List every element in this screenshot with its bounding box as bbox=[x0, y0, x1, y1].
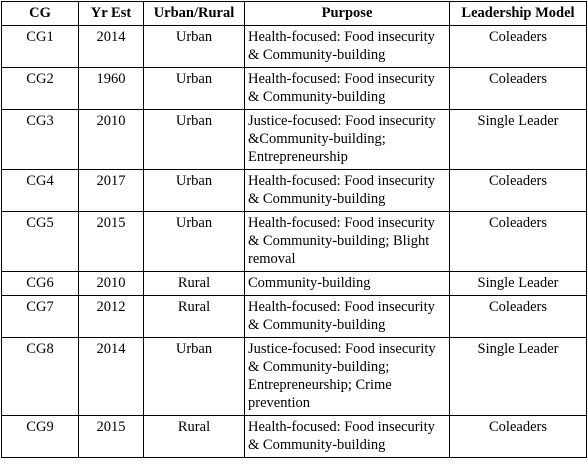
table-cell: 2012 bbox=[78, 295, 144, 338]
table-cell: Justice-focused: Food insecurity &Commun… bbox=[244, 109, 450, 170]
table-cell: 1960 bbox=[78, 67, 144, 110]
header-cell: Yr Est bbox=[78, 1, 144, 26]
table-cell: Coleaders bbox=[449, 67, 587, 110]
table-cell: 2014 bbox=[78, 25, 144, 68]
table-cell: Coleaders bbox=[449, 211, 587, 272]
table-cell: CG7 bbox=[1, 295, 79, 338]
header-cell: Purpose bbox=[244, 1, 450, 26]
table-row: CG7 2012 Rural Health-focused: Food insecur… bbox=[1, 295, 587, 338]
table-cell: CG4 bbox=[1, 169, 79, 212]
table-cell: Rural bbox=[143, 415, 245, 458]
table-cell: Rural bbox=[143, 271, 245, 296]
table-row: CG6 2010 Rural Community-building Single Lea… bbox=[1, 271, 587, 296]
data-table: CG Yr Est Urban/Rural Purpose Leadership Mod… bbox=[1, 1, 587, 458]
table-cell: Community-building bbox=[244, 271, 450, 296]
table-cell: CG8 bbox=[1, 337, 79, 416]
table-cell: Urban bbox=[143, 211, 245, 272]
table-cell: 2015 bbox=[78, 211, 144, 272]
table-row: CG9 2015 Rural Health-focused: Food insecur… bbox=[1, 415, 587, 458]
table-cell: 2015 bbox=[78, 415, 144, 458]
header-cell: Urban/Rural bbox=[143, 1, 245, 26]
table-cell: Single Leader bbox=[449, 337, 587, 416]
table-cell: Urban bbox=[143, 25, 245, 68]
table-cell: Urban bbox=[143, 169, 245, 212]
table-cell: 2010 bbox=[78, 271, 144, 296]
table-cell: CG2 bbox=[1, 67, 79, 110]
table-cell: Urban bbox=[143, 109, 245, 170]
table-cell: CG9 bbox=[1, 415, 79, 458]
table-cell: Rural bbox=[143, 295, 245, 338]
table-body: CG1 2014 Urban Health-focused: Food insecur… bbox=[1, 25, 587, 458]
table-cell: CG6 bbox=[1, 271, 79, 296]
table-cell: Coleaders bbox=[449, 415, 587, 458]
header-cell: CG bbox=[1, 1, 79, 26]
table-cell: 2010 bbox=[78, 109, 144, 170]
table-cell: Single Leader bbox=[449, 109, 587, 170]
table-cell: 2017 bbox=[78, 169, 144, 212]
table-row: CG3 2010 Urban Justice-focused: Food insecu… bbox=[1, 109, 587, 170]
table-cell: Health-focused: Food insecurity & Commun… bbox=[244, 295, 450, 338]
table-row: CG8 2014 Urban Justice-focused: Food insecu… bbox=[1, 337, 587, 416]
table-cell: Health-focused: Food insecurity & Commun… bbox=[244, 25, 450, 68]
table-cell: Health-focused: Food insecurity & Commun… bbox=[244, 67, 450, 110]
table-cell: CG5 bbox=[1, 211, 79, 272]
table-cell: Health-focused: Food insecurity & Commun… bbox=[244, 211, 450, 272]
table-cell: Health-focused: Food insecurity & Commun… bbox=[244, 169, 450, 212]
table-cell: Single Leader bbox=[449, 271, 587, 296]
table-cell: Coleaders bbox=[449, 25, 587, 68]
table-cell: 2014 bbox=[78, 337, 144, 416]
table-cell: Coleaders bbox=[449, 169, 587, 212]
table-row: CG2 1960 Urban Health-focused: Food insecur… bbox=[1, 67, 587, 110]
table-row: CG4 2017 Urban Health-focused: Food insecur… bbox=[1, 169, 587, 212]
table-cell: Coleaders bbox=[449, 295, 587, 338]
table-cell: CG3 bbox=[1, 109, 79, 170]
table-row: CG5 2015 Urban Health-focused: Food insecur… bbox=[1, 211, 587, 272]
table-cell: CG1 bbox=[1, 25, 79, 68]
header-row: CG Yr Est Urban/Rural Purpose Leadership Mod… bbox=[1, 1, 587, 26]
table-cell: Justice-focused: Food insecurity & Commu… bbox=[244, 337, 450, 416]
table-row: CG1 2014 Urban Health-focused: Food insecur… bbox=[1, 25, 587, 68]
table-cell: Urban bbox=[143, 337, 245, 416]
table-cell: Health-focused: Food insecurity & Commun… bbox=[244, 415, 450, 458]
table-cell: Urban bbox=[143, 67, 245, 110]
header-cell: Leadership Model bbox=[449, 1, 587, 26]
